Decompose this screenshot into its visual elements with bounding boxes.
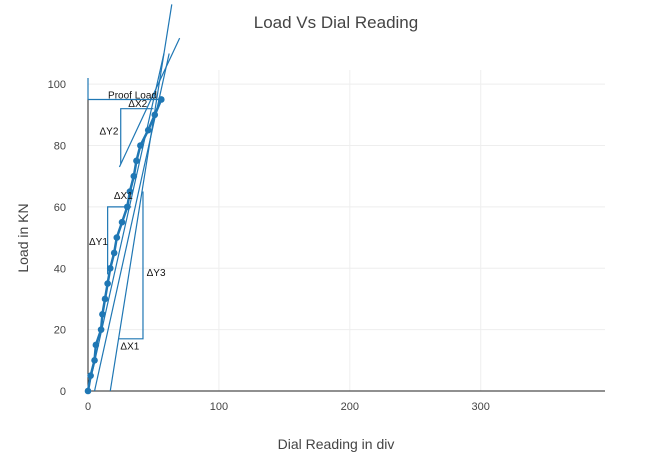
construction-lines bbox=[87, 4, 181, 391]
tangent-line bbox=[87, 53, 165, 391]
y-tick-label: 60 bbox=[54, 202, 66, 214]
construction-bracket bbox=[120, 108, 154, 164]
data-point bbox=[137, 142, 144, 149]
series bbox=[84, 96, 165, 395]
data-point bbox=[123, 203, 131, 211]
data-point bbox=[151, 111, 159, 119]
data-point bbox=[99, 310, 106, 318]
annotation-label: Proof Load bbox=[108, 90, 157, 101]
data-point bbox=[84, 387, 92, 395]
y-tick-label: 80 bbox=[54, 141, 66, 153]
data-point bbox=[101, 295, 109, 303]
data-point bbox=[92, 341, 100, 349]
data-point bbox=[130, 172, 138, 180]
x-tick-label: 300 bbox=[472, 401, 490, 413]
annotation-label: ΔY2 bbox=[99, 127, 118, 138]
annotation-label: ΔY1 bbox=[89, 237, 108, 248]
data-point bbox=[113, 234, 121, 241]
data-point bbox=[118, 218, 126, 226]
x-tick-label: 100 bbox=[210, 401, 228, 413]
x-tick-label: 200 bbox=[341, 401, 359, 413]
y-axis-title: Load in KN bbox=[15, 203, 31, 272]
data-point bbox=[87, 372, 94, 379]
y-tick-label: 20 bbox=[54, 325, 66, 337]
data-point bbox=[106, 264, 114, 272]
data-point bbox=[110, 249, 118, 257]
annotation-label: ΔX1 bbox=[114, 191, 133, 202]
construction-bracket bbox=[118, 191, 144, 340]
x-tick-label: 0 bbox=[85, 401, 91, 413]
data-point bbox=[158, 96, 165, 103]
tick-labels: 0 20 40 60 80 100 0 100 200 300 bbox=[48, 79, 490, 413]
grid bbox=[88, 70, 605, 391]
data-point bbox=[126, 188, 134, 195]
y-tick-label: 100 bbox=[48, 79, 66, 91]
annotation-label: ΔX1 bbox=[120, 342, 139, 353]
tangent-line bbox=[118, 37, 181, 168]
tangent-line bbox=[109, 4, 173, 391]
annotation-label: ΔX2 bbox=[128, 99, 147, 110]
data-point bbox=[91, 357, 98, 364]
data-point bbox=[144, 126, 152, 134]
annotation-label: ΔY3 bbox=[147, 268, 166, 279]
data-point bbox=[133, 157, 140, 165]
chart-title: Load Vs Dial Reading bbox=[254, 13, 418, 32]
y-tick-label: 0 bbox=[60, 386, 66, 398]
construction-bracket bbox=[107, 206, 132, 275]
data-point bbox=[97, 326, 105, 333]
x-axis-title: Dial Reading in div bbox=[278, 436, 395, 452]
y-tick-label: 40 bbox=[54, 263, 66, 275]
data-point bbox=[104, 280, 111, 287]
